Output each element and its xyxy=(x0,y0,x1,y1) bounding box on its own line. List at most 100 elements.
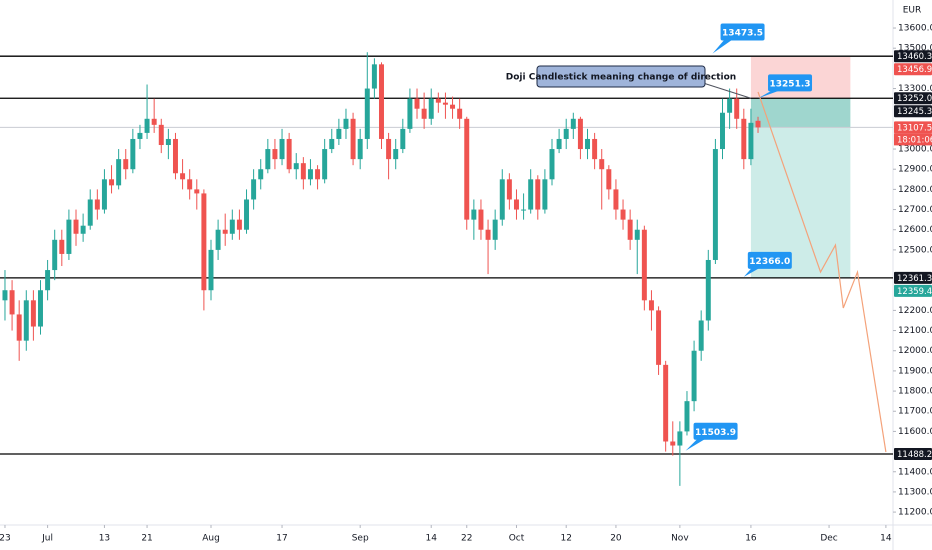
currency: EUR xyxy=(903,6,922,16)
candle-body xyxy=(265,149,271,170)
candle-body xyxy=(251,179,257,200)
price-badge-label: 13460.3 xyxy=(897,52,932,62)
candle-body xyxy=(165,138,171,146)
candle-body xyxy=(350,118,356,160)
x-tick-label: Aug xyxy=(202,534,220,544)
candle-body xyxy=(80,225,86,234)
x-tick-label: Nov xyxy=(671,534,689,544)
candle-body xyxy=(244,199,250,230)
y-tick-label: 12100.0 xyxy=(898,326,932,336)
x-tick-label: 23 xyxy=(0,534,11,544)
candle-body xyxy=(30,300,36,327)
callout-tail xyxy=(743,267,760,277)
candle-body xyxy=(279,138,285,160)
x-tick-label: 17 xyxy=(276,534,287,544)
candle-body xyxy=(606,169,612,190)
callout-label: 11503.9 xyxy=(695,428,736,438)
price-badge xyxy=(894,271,932,284)
candle-body xyxy=(137,132,143,139)
y-tick-label: 12200.0 xyxy=(898,306,932,316)
candle-body xyxy=(286,138,292,170)
candle-body xyxy=(258,169,264,180)
callout-label: 13251.3 xyxy=(770,79,811,89)
candle-body xyxy=(563,128,569,139)
price-badge xyxy=(894,284,932,297)
x-tick-label: 12 xyxy=(560,534,571,544)
candle-body xyxy=(727,98,733,113)
candle-body xyxy=(492,219,498,240)
y-tick-label: 11300.0 xyxy=(898,487,932,497)
y-tick-label: 12900.0 xyxy=(898,165,932,175)
x-tick-label: 22 xyxy=(461,534,472,544)
note-box xyxy=(536,65,706,88)
price-badge xyxy=(894,63,932,76)
candle-body xyxy=(712,149,718,260)
candle-body xyxy=(478,209,484,230)
candle-body xyxy=(471,209,477,220)
candle-body xyxy=(123,159,129,170)
candle-body xyxy=(748,122,754,160)
countdown-badge xyxy=(894,133,932,146)
candle-body xyxy=(414,98,420,109)
candle-body xyxy=(755,120,761,128)
price-badge xyxy=(894,92,932,105)
candle-body xyxy=(741,118,747,160)
candle-body xyxy=(585,138,591,150)
candle-body xyxy=(315,169,321,180)
candle-body xyxy=(158,124,164,146)
y-tick-label: 13300.0 xyxy=(898,84,932,94)
candle-body xyxy=(208,249,214,291)
candle-body xyxy=(684,401,690,432)
callout-box xyxy=(693,422,738,440)
price-badge-label: 13245.3 xyxy=(897,107,932,117)
countdown: 18:01:06 xyxy=(897,135,932,145)
candle-body xyxy=(66,219,72,254)
x-tick-label: Oct xyxy=(509,534,525,544)
candle-body xyxy=(94,199,100,210)
note-text: Doji Candlestick meaning change of direc… xyxy=(506,73,736,83)
x-tick-label: Dec xyxy=(820,534,837,544)
candle-body xyxy=(513,199,519,210)
candle-body xyxy=(549,149,555,180)
candle-body xyxy=(528,179,534,210)
callout-box xyxy=(768,74,813,92)
candle-body xyxy=(16,314,22,341)
candle-body xyxy=(130,138,136,170)
candle-body xyxy=(620,209,626,220)
callout-box xyxy=(720,23,765,41)
candle-body xyxy=(592,138,598,160)
candle-body xyxy=(151,118,157,125)
price-badge-label: 11488.2 xyxy=(897,450,932,460)
candle-body xyxy=(407,98,413,129)
callout-label: 13473.5 xyxy=(722,29,763,39)
x-tick-label: Jul xyxy=(41,534,53,544)
candle-body xyxy=(691,350,697,402)
y-tick-label: 11400.0 xyxy=(898,467,932,477)
candle-body xyxy=(535,179,541,210)
candle-body xyxy=(634,229,640,240)
price-badge xyxy=(894,121,932,134)
candle-body xyxy=(556,138,562,150)
price-badge-label: 13456.9 xyxy=(897,65,932,75)
candle-body xyxy=(343,118,349,129)
x-tick-label: 14 xyxy=(880,534,892,544)
candle-body xyxy=(627,219,633,240)
candle-body xyxy=(705,259,711,321)
candle-body xyxy=(2,290,8,301)
x-tick-label: 21 xyxy=(141,534,152,544)
callout-tail xyxy=(758,90,781,99)
candle-body xyxy=(371,64,377,89)
y-tick-label: 12700.0 xyxy=(898,205,932,215)
y-tick-label: 11600.0 xyxy=(898,427,932,437)
candle-body xyxy=(648,300,654,311)
projection-path xyxy=(757,91,887,453)
candle-body xyxy=(101,179,107,210)
candle-body xyxy=(322,149,328,180)
x-tick-label: 16 xyxy=(745,534,757,544)
candle-body xyxy=(300,163,306,180)
candle-body xyxy=(73,219,79,234)
candle-body xyxy=(364,88,370,139)
candle-body xyxy=(357,138,363,160)
candle-body xyxy=(720,112,725,150)
